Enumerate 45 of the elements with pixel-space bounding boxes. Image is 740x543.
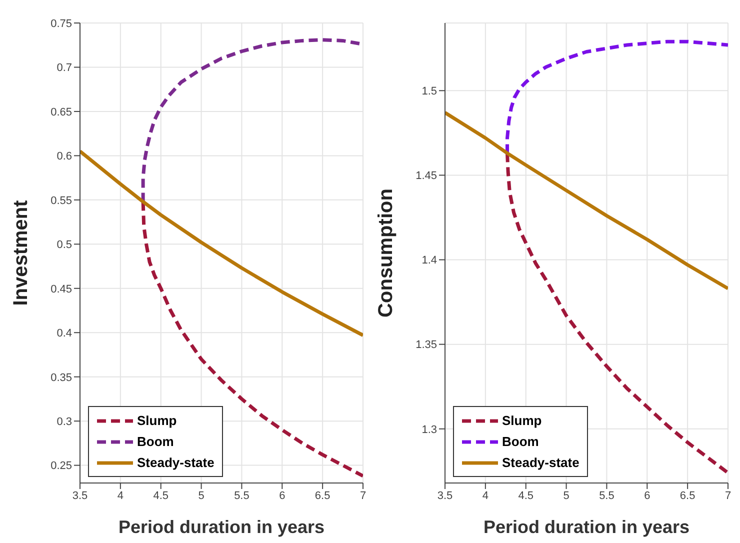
y-tick-label: 0.3 — [56, 416, 72, 428]
y-tick-label: 0.55 — [50, 194, 72, 207]
legend-label: Boom — [137, 433, 174, 451]
x-tick-label: 4.5 — [518, 490, 534, 502]
y-tick-label: 0.75 — [50, 18, 72, 30]
y-tick-label: 0.4 — [56, 328, 72, 340]
x-tick-label: 4.5 — [153, 490, 169, 502]
line-series — [506, 40, 728, 155]
x-tick-label: 7 — [360, 490, 366, 502]
y-axis-title: Consumption — [375, 188, 398, 318]
line-series — [80, 150, 363, 338]
legend-label: Steady-state — [137, 454, 214, 472]
x-tick-label: 4 — [482, 490, 488, 502]
x-tick-label: 7 — [724, 490, 732, 502]
x-tick-label: 5 — [563, 490, 570, 502]
x-tick-label: 3.5 — [72, 490, 88, 502]
x-axis-title: Period duration in years — [118, 517, 325, 537]
x-tick-label: 4 — [117, 490, 124, 502]
y-tick-label: 1.4 — [422, 254, 437, 267]
x-tick-label: 3.5 — [437, 490, 453, 502]
legend-label: Slump — [137, 412, 177, 430]
line-series — [445, 110, 728, 290]
y-tick-label: 0.5 — [56, 239, 72, 252]
y-tick-label: 1.35 — [416, 339, 437, 352]
legend-label: Boom — [502, 433, 539, 451]
y-tick-label: 0.65 — [50, 106, 72, 118]
x-tick-label: 6.5 — [314, 490, 330, 502]
x-tick-label: 5 — [198, 490, 204, 502]
x-tick-label: 6.5 — [680, 490, 696, 502]
legend-label: Steady-state — [502, 454, 580, 472]
y-tick-label: 0.6 — [56, 150, 72, 163]
y-tick-label: 1.3 — [422, 424, 437, 436]
x-tick-label: 5.5 — [599, 490, 614, 502]
y-tick-label: 1.45 — [416, 170, 437, 182]
x-tick-label: 5.5 — [234, 490, 250, 502]
y-tick-label: 0.45 — [50, 283, 72, 296]
y-tick-label: 0.25 — [50, 460, 72, 472]
x-axis-title: Period duration in years — [483, 517, 690, 537]
x-tick-label: 6 — [644, 490, 650, 502]
y-tick-label: 1.5 — [422, 86, 437, 98]
y-tick-label: 0.35 — [50, 372, 72, 384]
x-tick-label: 6 — [279, 490, 286, 502]
y-tick-label: 0.7 — [56, 62, 72, 74]
legend-label: Slump — [502, 412, 542, 430]
y-axis-title: Investment — [10, 200, 32, 306]
